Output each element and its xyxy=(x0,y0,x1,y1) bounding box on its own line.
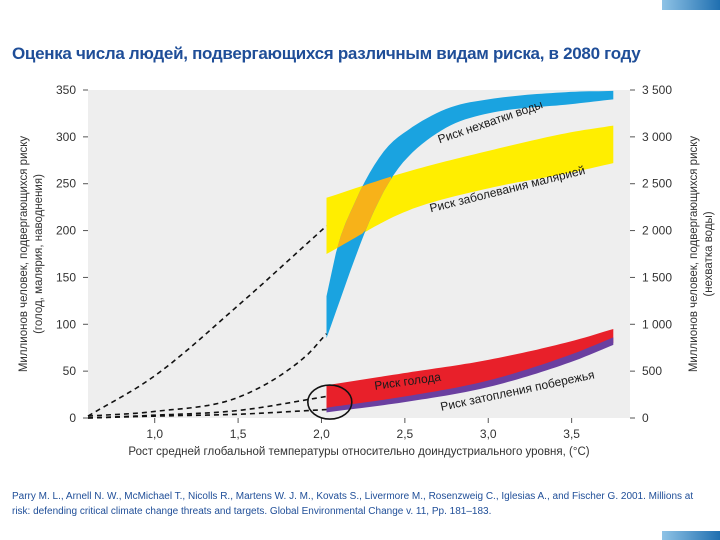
y-axis-title-right-line1: Миллионов человек, подвергающихся риску xyxy=(688,136,700,373)
x-tick-label: 2,0 xyxy=(313,427,330,441)
y-tick-label-left: 0 xyxy=(69,411,76,425)
x-tick-label: 2,5 xyxy=(397,427,414,441)
y-tick-label-right: 3 000 xyxy=(642,130,672,144)
band-риск-нехватки-воды xyxy=(326,90,614,339)
y-tick-label-left: 350 xyxy=(56,83,76,97)
y-tick-label-right: 2 500 xyxy=(642,177,672,191)
y-tick-label-right: 3 500 xyxy=(642,83,672,97)
corner-decoration-top xyxy=(662,0,720,10)
y-tick-label-right: 1 000 xyxy=(642,317,672,331)
y-tick-label-left: 100 xyxy=(56,317,76,331)
y-axis-title-left: Миллионов человек, подвергающихся риску … xyxy=(18,136,45,373)
band-риск-голода xyxy=(326,329,614,409)
x-tick-label: 3,5 xyxy=(563,427,580,441)
x-axis-title: Рост средней глобальной температуры отно… xyxy=(128,446,589,458)
y-tick-label-right: 2 000 xyxy=(642,224,672,238)
risk-chart: 1,0 1,5 2,0 2,5 3,0 3,5 0 50 100 150 200 250 300 350 0… xyxy=(18,83,715,458)
y-axis-title-left-line2: (голод, малярия, наводнения) xyxy=(33,174,45,334)
y-tick-label-right: 0 xyxy=(642,411,649,425)
risk-bands xyxy=(326,90,614,413)
dashed-extrapolations xyxy=(87,225,328,419)
dashed-line-риск-заболевания-малярией xyxy=(87,225,328,417)
dashed-line-риск-нехватки-воды xyxy=(87,333,328,417)
y-tick-label-left: 250 xyxy=(56,177,76,191)
y-axis-title-left-line1: Миллионов человек, подвергающихся риску xyxy=(18,136,30,373)
y-tick-label-right: 1 500 xyxy=(642,270,672,284)
axis-ticks: 1,0 1,5 2,0 2,5 3,0 3,5 0 50 100 150 200 250 300 350 0… xyxy=(56,83,672,441)
highlight-ellipse xyxy=(307,384,353,420)
annotations xyxy=(307,384,353,420)
y-tick-label-left: 50 xyxy=(63,364,77,378)
y-tick-label-right: 500 xyxy=(642,364,662,378)
x-tick-label: 1,5 xyxy=(230,427,247,441)
x-tick-label: 1,0 xyxy=(146,427,163,441)
y-axis-title-right: Миллионов человек, подвергающихся риску … xyxy=(688,136,715,373)
band-риск-затопления-побережья xyxy=(326,337,614,413)
citation-text: Parry M. L., Arnell N. W., McMichael T.,… xyxy=(12,491,694,517)
band-риск-заболевания-малярией xyxy=(326,125,614,254)
y-tick-label-left: 150 xyxy=(56,270,76,284)
dashed-line-риск-затопления-побережья xyxy=(87,408,327,419)
y-axis-title-right-line2: (нехватка воды) xyxy=(703,211,715,296)
y-tick-label-left: 200 xyxy=(56,224,76,238)
y-tick-label-left: 300 xyxy=(56,130,76,144)
band-overlap-malaria-water xyxy=(337,176,391,248)
corner-decoration-bottom xyxy=(662,531,720,540)
slide-title: Оценка числа людей, подвергающихся разли… xyxy=(12,44,641,63)
x-tick-label: 3,0 xyxy=(480,427,497,441)
